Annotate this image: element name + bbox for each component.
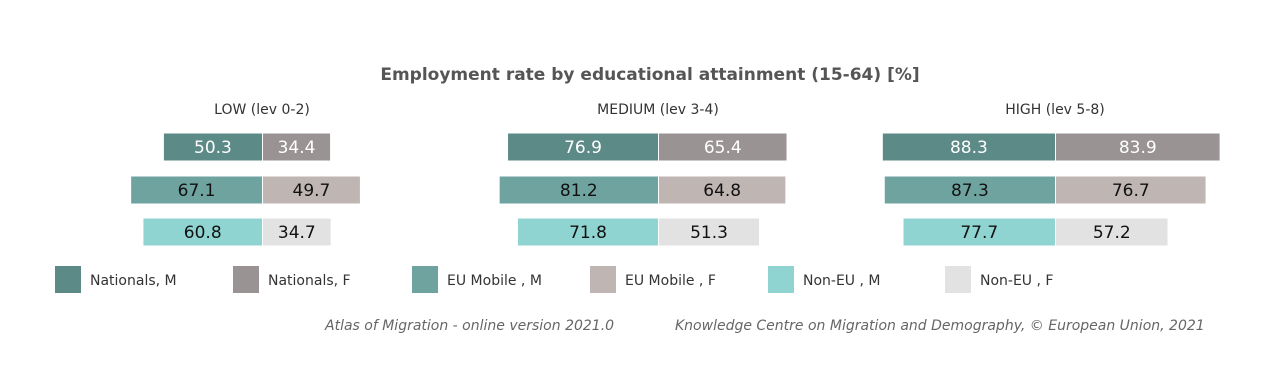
bar <box>1056 133 1220 161</box>
bar <box>517 218 658 246</box>
bar <box>499 176 658 204</box>
bar <box>882 133 1055 161</box>
bar <box>131 176 262 204</box>
legend-swatch <box>768 266 794 293</box>
value-label: 76.9 <box>564 138 602 158</box>
bar <box>903 218 1055 246</box>
bar <box>143 218 262 246</box>
legend-label: Nationals, F <box>268 273 351 289</box>
value-label: 51.3 <box>690 223 728 243</box>
bar <box>1056 218 1168 246</box>
bar <box>263 176 360 204</box>
chart-title: Employment rate by educational attainmen… <box>380 65 919 85</box>
bar <box>163 133 262 161</box>
legend-swatch <box>590 266 616 293</box>
legend-label: Non-EU , F <box>980 273 1053 289</box>
legend-swatch <box>233 266 259 293</box>
panel-label: LOW (lev 0-2) <box>214 102 310 118</box>
source: Knowledge Centre on Migration and Demogr… <box>675 318 1205 334</box>
value-label: 60.8 <box>184 223 222 243</box>
value-label: 64.8 <box>703 181 741 201</box>
value-label: 77.7 <box>960 223 998 243</box>
value-label: 81.2 <box>560 181 598 201</box>
bar <box>263 218 331 246</box>
value-label: 87.3 <box>951 181 989 201</box>
legend-label: EU Mobile , F <box>625 273 716 289</box>
bar <box>659 133 787 161</box>
bar <box>508 133 658 161</box>
legend-swatch <box>412 266 438 293</box>
value-label: 65.4 <box>704 138 742 158</box>
value-label: 88.3 <box>950 138 988 158</box>
bar <box>1056 176 1206 204</box>
bar <box>884 176 1055 204</box>
value-label: 76.7 <box>1112 181 1150 201</box>
legend-label: Non-EU , M <box>803 273 881 289</box>
legend-label: Nationals, M <box>90 273 177 289</box>
value-label: 34.4 <box>278 138 316 158</box>
value-label: 49.7 <box>293 181 331 201</box>
value-label: 71.8 <box>569 223 607 243</box>
legend-swatch <box>945 266 971 293</box>
panel-label: MEDIUM (lev 3-4) <box>597 102 719 118</box>
value-label: 34.7 <box>278 223 316 243</box>
value-label: 50.3 <box>194 138 232 158</box>
value-label: 83.9 <box>1119 138 1157 158</box>
panel-label: HIGH (lev 5-8) <box>1005 102 1105 118</box>
bar <box>659 176 786 204</box>
source: Atlas of Migration - online version 2021… <box>324 318 614 334</box>
legend-label: EU Mobile , M <box>447 273 542 289</box>
bar <box>263 133 331 161</box>
value-label: 67.1 <box>178 181 216 201</box>
bar <box>659 218 760 246</box>
value-label: 57.2 <box>1093 223 1131 243</box>
legend-swatch <box>55 266 81 293</box>
